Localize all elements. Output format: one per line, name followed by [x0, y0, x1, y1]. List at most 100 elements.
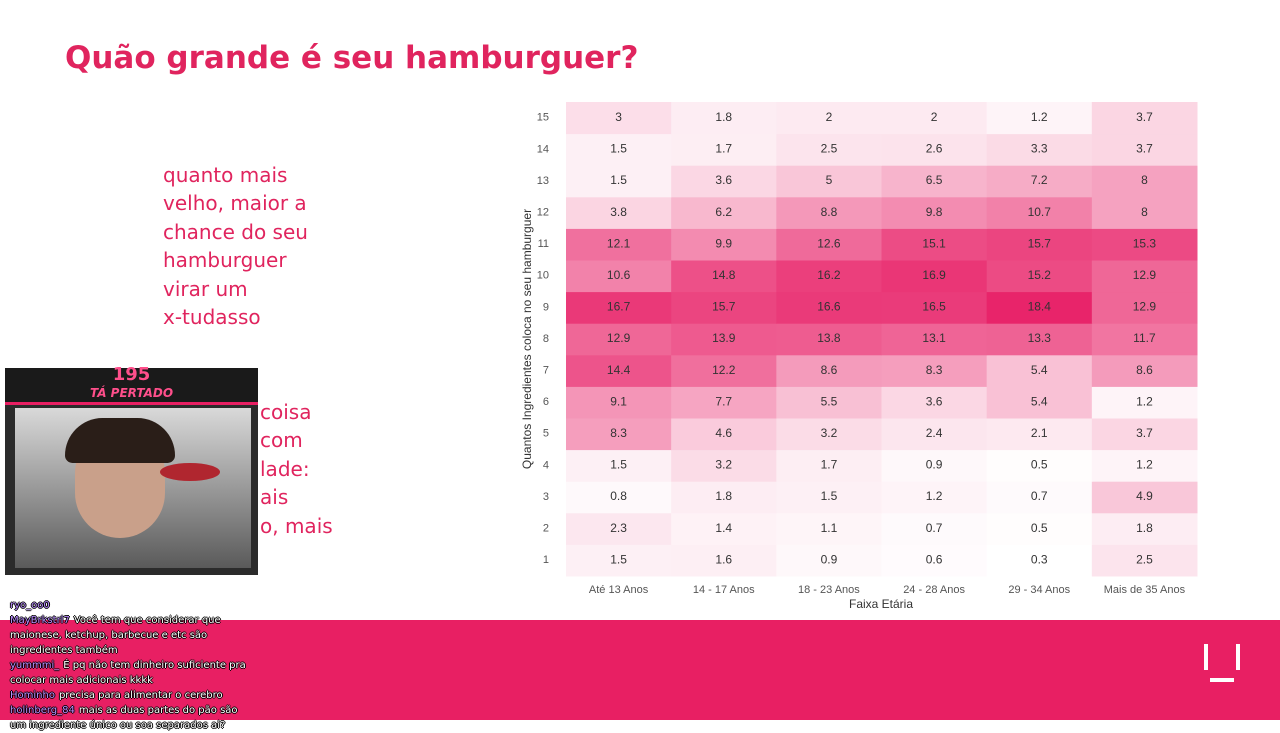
heat-cell — [1091, 165, 1198, 198]
heat-cell — [881, 449, 988, 482]
cell-label: 12.9 — [1133, 268, 1157, 282]
chat-message: MayBrkstrl7 Você tem que considerar que m… — [10, 613, 250, 658]
chat-user: MayBrkstrl7 — [10, 615, 70, 626]
cell-label: 1.1 — [821, 521, 838, 535]
heat-cell — [671, 354, 777, 387]
cell-label: 3.2 — [821, 426, 838, 440]
cell-label: 2.5 — [1136, 552, 1153, 566]
heat-cell — [986, 165, 1093, 198]
y-tick-label: 7 — [543, 365, 549, 377]
heat-cell — [566, 449, 672, 482]
heat-cell — [776, 133, 882, 166]
heat-cell — [986, 354, 1093, 387]
chat-message: holinberg_84 mais as duas partes do pão s… — [10, 703, 250, 733]
heat-cell — [776, 291, 882, 324]
heat-cell — [671, 449, 777, 482]
cell-label: 3.3 — [1031, 142, 1048, 156]
heat-cell — [881, 354, 988, 387]
cell-label: 13.1 — [922, 331, 946, 345]
cell-label: 9.9 — [715, 236, 732, 250]
y-tick-label: 3 — [543, 491, 549, 503]
cell-label: 15.1 — [922, 236, 946, 250]
cell-label: 15.3 — [1133, 236, 1157, 250]
cell-label: 1.5 — [610, 173, 627, 187]
cell-label: 1.7 — [821, 458, 838, 472]
cell-label: 0.3 — [1031, 552, 1048, 566]
cell-label: 0.6 — [926, 552, 943, 566]
cell-label: 1.2 — [1136, 458, 1153, 472]
y-tick-label: 2 — [543, 523, 549, 535]
cell-label: 5.4 — [1031, 363, 1048, 377]
cell-label: 12.2 — [712, 363, 736, 377]
cell-label: 5.4 — [1031, 394, 1048, 408]
heat-cell — [1091, 291, 1198, 324]
cell-label: 1.4 — [715, 521, 732, 535]
heat-cell — [986, 418, 1093, 451]
heat-cell — [1091, 323, 1198, 356]
footer-bar — [0, 620, 1280, 720]
paragraph-line: coisa — [260, 400, 312, 424]
y-tick-label: 6 — [543, 396, 549, 408]
heat-cell — [566, 228, 672, 261]
cell-label: 3.6 — [715, 173, 732, 187]
heat-cell — [1091, 481, 1198, 514]
logo — [1204, 644, 1240, 682]
heat-cell — [671, 544, 777, 577]
cell-label: 12.9 — [607, 331, 631, 345]
heat-cell — [671, 165, 777, 198]
heat-cell — [986, 449, 1093, 482]
paragraph-line: quanto mais — [163, 163, 288, 187]
heat-cell — [881, 418, 988, 451]
heat-cell — [881, 260, 988, 293]
paragraph-line: ais — [260, 485, 289, 510]
y-tick-label: 13 — [537, 175, 549, 187]
cell-label: 6.5 — [926, 173, 943, 187]
y-tick-label: 8 — [543, 333, 549, 345]
cell-label: 0.8 — [610, 489, 627, 503]
heat-cell — [1091, 228, 1198, 261]
heat-cell — [986, 481, 1093, 514]
cell-label: 8.6 — [1136, 363, 1153, 377]
heat-cell — [881, 165, 988, 198]
heat-cell — [986, 323, 1093, 356]
y-axis-title: Quantos Ingredientes coloca no seu hambu… — [520, 209, 534, 469]
heat-cell — [986, 386, 1093, 419]
heat-cell — [566, 544, 672, 577]
x-tick-label: 24 - 28 Anos — [903, 584, 965, 596]
heat-cell — [671, 260, 777, 293]
paragraph-line: velho, maior a — [163, 191, 307, 216]
chat-user: Hominho — [10, 690, 55, 701]
y-tick-label: 15 — [537, 112, 549, 124]
y-tick-label: 4 — [543, 459, 549, 471]
cell-label: 1.5 — [821, 489, 838, 503]
cell-label: 1.2 — [1031, 110, 1048, 124]
chat-message: yummmi_ É pq não tem dinheiro suficiente … — [10, 658, 250, 688]
cell-label: 14.4 — [607, 363, 631, 377]
cell-label: 6.2 — [715, 205, 732, 219]
heat-cell — [1091, 102, 1198, 135]
cell-label: 2.4 — [926, 426, 943, 440]
cell-label: 1.8 — [715, 110, 732, 124]
y-tick-label: 5 — [543, 428, 549, 440]
heat-cell — [776, 323, 882, 356]
cell-label: 1.2 — [1136, 394, 1153, 408]
heat-cell — [566, 196, 672, 229]
heat-cell — [881, 228, 988, 261]
cell-label: 12.1 — [607, 236, 631, 250]
heat-cell — [671, 418, 777, 451]
heat-cell — [986, 133, 1093, 166]
heat-cell — [986, 291, 1093, 324]
cell-label: 18.4 — [1028, 300, 1052, 314]
cell-label: 1.6 — [715, 552, 732, 566]
heat-cell — [1091, 418, 1198, 451]
webcam-banner: TÁ PERTADO — [89, 386, 174, 400]
cell-label: 3.2 — [715, 458, 732, 472]
cell-label: 11.7 — [1133, 331, 1156, 345]
heat-cell — [986, 102, 1093, 135]
x-tick-label: 14 - 17 Anos — [693, 584, 755, 596]
heat-cell — [566, 354, 672, 387]
cell-label: 2.5 — [821, 142, 838, 156]
x-axis-title: Faixa Etária — [849, 597, 913, 611]
cell-label: 15.2 — [1028, 268, 1052, 282]
x-tick-label: Mais de 35 Anos — [1104, 584, 1186, 596]
